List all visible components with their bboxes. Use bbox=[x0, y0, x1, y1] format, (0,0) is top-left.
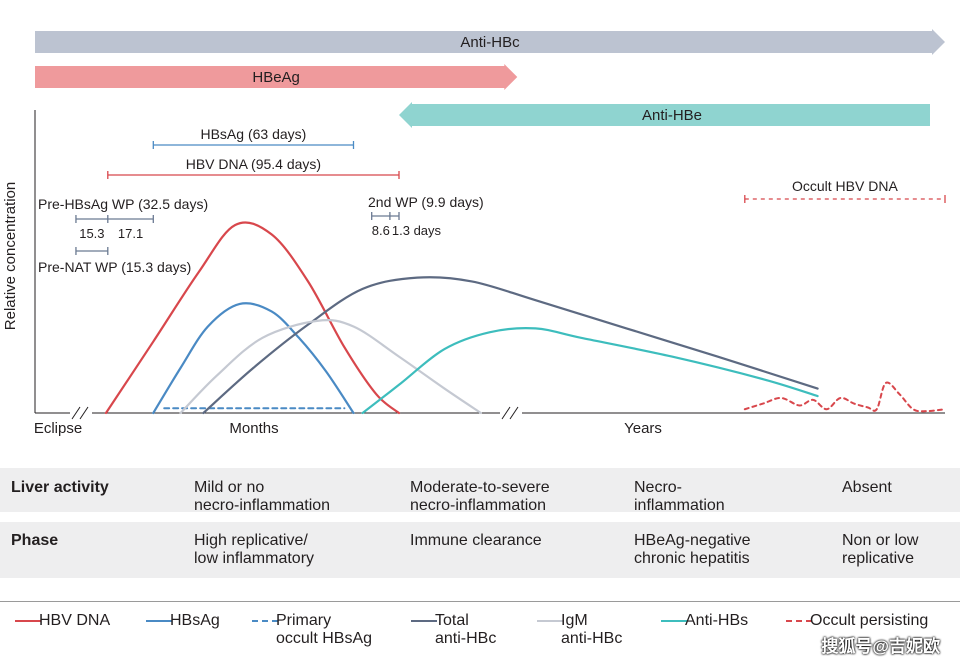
bar-label: Anti-HBc bbox=[460, 34, 520, 51]
interval-label: 2nd WP (9.9 days) bbox=[368, 194, 484, 210]
interval-value: 8.6 bbox=[372, 223, 390, 238]
series-igm-anti-hbc bbox=[179, 319, 482, 415]
legend-swatch bbox=[537, 620, 563, 622]
legend-swatch bbox=[15, 620, 41, 622]
hbv-serology-chart: Anti-HBc HBeAg Anti-HBe Relative concentra… bbox=[2, 29, 946, 437]
series-hbv-dna bbox=[104, 221, 401, 415]
series-anti-hbs bbox=[361, 327, 819, 415]
axis-break-left bbox=[70, 404, 92, 422]
interval-label: HBV DNA (95.4 days) bbox=[186, 156, 321, 172]
legend-label: Anti-HBs bbox=[685, 612, 749, 629]
series-total-anti-hbc bbox=[202, 276, 819, 415]
bar-hbeag bbox=[35, 64, 518, 90]
liver-activity-cell: Moderate-to-severe necro-inflammation bbox=[410, 479, 550, 514]
phase-cell: Immune clearance bbox=[410, 532, 542, 549]
bar-anti-hbe bbox=[399, 102, 930, 128]
bar-anti-hbc bbox=[35, 29, 945, 55]
interval-label: HBsAg (63 days) bbox=[200, 126, 306, 142]
legend-label: HBV DNA bbox=[39, 612, 111, 629]
liver-activity-row bbox=[0, 468, 960, 512]
legend-swatch bbox=[252, 620, 278, 622]
x-tick-years: Years bbox=[624, 420, 662, 437]
bar-label: Anti-HBe bbox=[642, 107, 702, 124]
phase-cell: HBeAg-negative chronic hepatitis bbox=[634, 532, 751, 567]
interval-2nd-wp: 2nd WP (9.9 days) 8.6 1.3 days bbox=[368, 194, 484, 238]
liver-activity-cell: Mild or no necro-inflammation bbox=[194, 479, 331, 514]
bar-label: HBeAg bbox=[252, 69, 300, 86]
phase-row bbox=[0, 522, 960, 578]
legend-label: Primary occult HBsAg bbox=[276, 612, 373, 647]
interval-value: 15.3 bbox=[79, 226, 104, 241]
legend-label: Total anti-HBc bbox=[435, 612, 497, 647]
legend-swatch bbox=[786, 620, 812, 622]
x-tick-months: Months bbox=[229, 420, 278, 437]
phase-label: Phase bbox=[11, 532, 59, 549]
interval-pre-hbsag-wp: Pre-HBsAg WP (32.5 days) 15.3 17.1 bbox=[38, 196, 208, 241]
window-period-intervals: HBsAg (63 days) HBV DNA (95.4 days) Pre-HB… bbox=[38, 126, 946, 275]
phase-cell: High replicative/ low inflammatory bbox=[194, 532, 315, 567]
legend-label: Occult persisting bbox=[810, 612, 929, 629]
series-curves bbox=[104, 221, 946, 415]
interval-value: 17.1 bbox=[118, 226, 143, 241]
interval-occult-hbv-dna: Occult HBV DNA bbox=[744, 178, 946, 203]
x-tick-eclipse: Eclipse bbox=[34, 420, 82, 437]
legend-label: HBsAg bbox=[170, 612, 220, 629]
interval-label: Occult HBV DNA bbox=[792, 178, 898, 194]
legend-swatch bbox=[661, 620, 687, 622]
liver-activity-label: Liver activity bbox=[11, 479, 109, 496]
interval-hbv-dna: HBV DNA (95.4 days) bbox=[107, 156, 400, 179]
liver-activity-cell: Necro- inflammation bbox=[634, 479, 725, 514]
series-hbsag bbox=[152, 302, 355, 415]
axis-break-right bbox=[500, 404, 522, 422]
y-axis-label: Relative concentration bbox=[2, 182, 19, 330]
interval-label: Pre-NAT WP (15.3 days) bbox=[38, 259, 191, 275]
interval-hbsag: HBsAg (63 days) bbox=[152, 126, 355, 149]
legend-divider bbox=[0, 601, 960, 602]
marker-bars: Anti-HBc HBeAg Anti-HBe bbox=[35, 29, 945, 128]
phase-cell: Non or low replicative bbox=[842, 532, 919, 567]
interval-label: Pre-HBsAg WP (32.5 days) bbox=[38, 196, 208, 212]
legend-swatch bbox=[411, 620, 437, 622]
series-occult-persisting bbox=[743, 381, 946, 413]
interval-pre-nat-wp: Pre-NAT WP (15.3 days) bbox=[38, 247, 191, 275]
legend-label: IgM anti-HBc bbox=[561, 612, 623, 647]
watermark: 搜狐号@吉妮欧 bbox=[821, 637, 940, 656]
interval-value: 1.3 days bbox=[392, 223, 442, 238]
legend-swatch bbox=[146, 620, 172, 622]
liver-activity-cell: Absent bbox=[842, 479, 892, 496]
